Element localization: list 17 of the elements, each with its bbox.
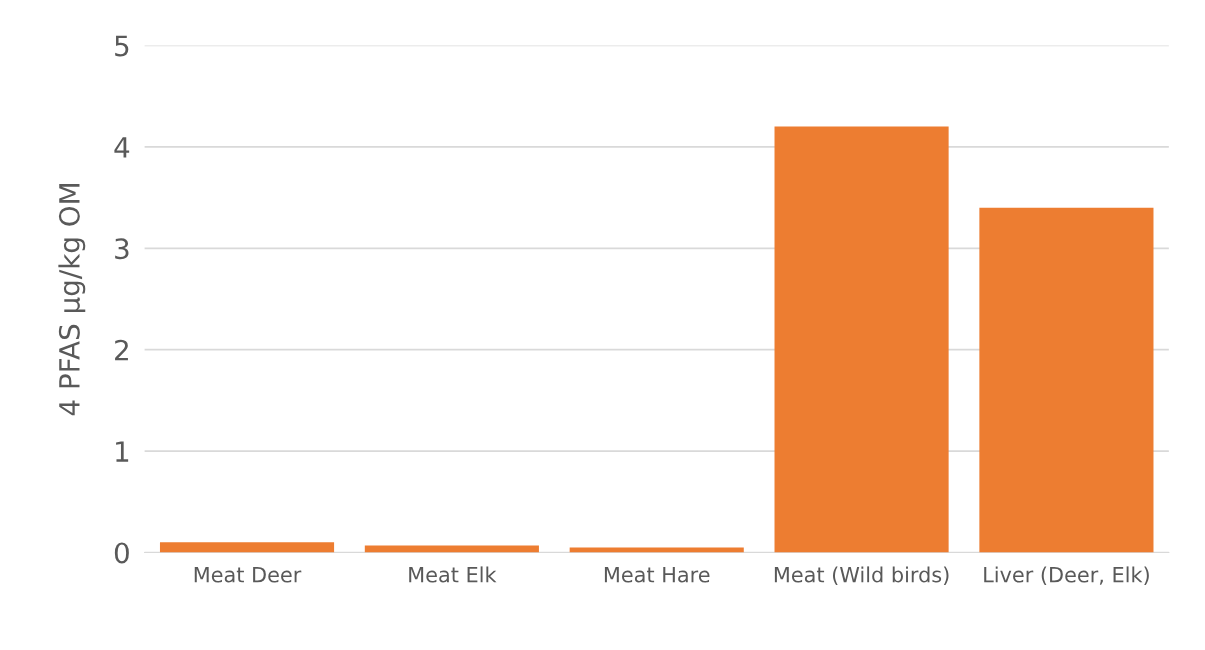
y-axis-title: 4 PFAS µg/kg OM <box>58 184 86 416</box>
y-tick-label: 0 <box>114 542 129 564</box>
x-tick-label: Meat Deer <box>194 567 302 583</box>
x-tick-label: Meat Elk <box>409 566 497 583</box>
y-tick-label: 4 <box>114 137 130 158</box>
x-tick-label: Meat Hare <box>604 567 710 583</box>
bar <box>159 542 335 553</box>
x-tick-label: Meat (Wild birds) <box>774 566 949 585</box>
y-tick-label: 1 <box>116 441 129 462</box>
bar <box>364 545 539 553</box>
x-tick-label: Liver (Deer, Elk) <box>984 566 1149 585</box>
y-tick-label: 3 <box>115 238 129 260</box>
bar <box>569 547 744 553</box>
y-tick-label: 5 <box>115 35 129 57</box>
y-tick-label: 2 <box>115 339 128 361</box>
bar <box>774 126 949 553</box>
bar <box>979 207 1154 553</box>
